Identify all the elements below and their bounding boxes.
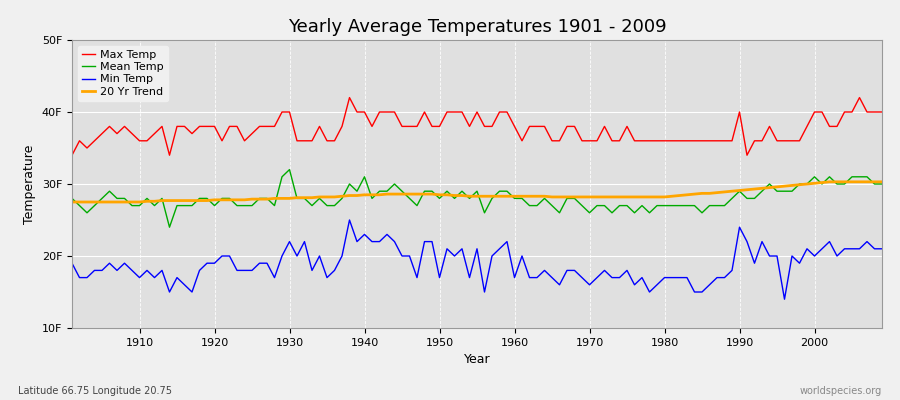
20 Yr Trend (599, 194, 610, 199)
X-axis label: Year: Year (464, 353, 490, 366)
Min Temp (877, 246, 887, 251)
Min Temp (517, 254, 527, 258)
Max Temp (509, 124, 520, 129)
Line: Max Temp: Max Temp (72, 98, 882, 155)
20 Yr Trend (877, 180, 887, 184)
Max Temp (127, 131, 138, 136)
Title: Yearly Average Temperatures 1901 - 2009: Yearly Average Temperatures 1901 - 2009 (288, 18, 666, 36)
Mean Temp (67, 196, 77, 201)
Mean Temp (284, 167, 295, 172)
Min Temp (292, 254, 302, 258)
20 Yr Trend (509, 194, 520, 199)
Text: worldspecies.org: worldspecies.org (800, 386, 882, 396)
Line: Min Temp: Min Temp (72, 220, 882, 299)
Min Temp (67, 261, 77, 266)
Mean Temp (877, 182, 887, 186)
Mean Temp (517, 196, 527, 201)
Mean Temp (164, 225, 175, 230)
20 Yr Trend (337, 194, 347, 199)
20 Yr Trend (127, 200, 138, 204)
Max Temp (517, 138, 527, 143)
Max Temp (67, 153, 77, 158)
Text: Latitude 66.75 Longitude 20.75: Latitude 66.75 Longitude 20.75 (18, 386, 172, 396)
Mean Temp (307, 203, 318, 208)
Mean Temp (614, 203, 625, 208)
Min Temp (127, 268, 138, 273)
Min Temp (337, 254, 347, 258)
Min Temp (344, 218, 355, 222)
20 Yr Trend (292, 195, 302, 200)
Min Temp (509, 275, 520, 280)
20 Yr Trend (67, 200, 77, 204)
20 Yr Trend (824, 180, 835, 184)
Mean Temp (352, 189, 363, 194)
Min Temp (607, 275, 617, 280)
Max Temp (292, 138, 302, 143)
20 Yr Trend (501, 194, 512, 199)
Legend: Max Temp, Mean Temp, Min Temp, 20 Yr Trend: Max Temp, Mean Temp, Min Temp, 20 Yr Tre… (77, 46, 167, 101)
Max Temp (877, 110, 887, 114)
Max Temp (344, 95, 355, 100)
Min Temp (779, 297, 790, 302)
Line: Mean Temp: Mean Temp (72, 170, 882, 227)
Max Temp (607, 138, 617, 143)
Mean Temp (524, 203, 535, 208)
Mean Temp (127, 203, 138, 208)
Line: 20 Yr Trend: 20 Yr Trend (72, 182, 882, 202)
Max Temp (337, 124, 347, 129)
Y-axis label: Temperature: Temperature (23, 144, 36, 224)
